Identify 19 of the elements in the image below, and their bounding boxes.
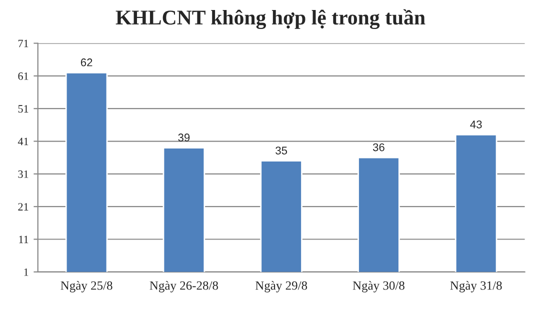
y-tick-label: 31 [18,170,28,178]
y-tick-label: 11 [19,236,28,244]
data-label: 43 [470,120,482,128]
y-tick-label: 61 [18,72,28,80]
x-tick-label: Ngày 29/8 [255,280,308,292]
x-tick-label: Ngày 25/8 [60,280,112,292]
data-label: 35 [276,146,288,154]
data-label: 36 [372,143,384,152]
y-tick-label: 1 [24,268,28,276]
y-tick-label: 41 [18,138,28,146]
x-tick-label: Ngày 30/8 [352,280,404,292]
x-tick-label: Ngày 26-28/8 [150,280,218,292]
y-tick-label: 51 [18,105,28,113]
data-label: 39 [178,134,190,142]
chart-title: KHLCNT không hợp lệ trong tuần [116,9,426,30]
y-tick-label: 21 [18,203,28,210]
x-tick-label: Ngày 31/8 [450,280,502,292]
y-tick-label: 71 [18,40,28,48]
data-label: 62 [80,58,92,66]
